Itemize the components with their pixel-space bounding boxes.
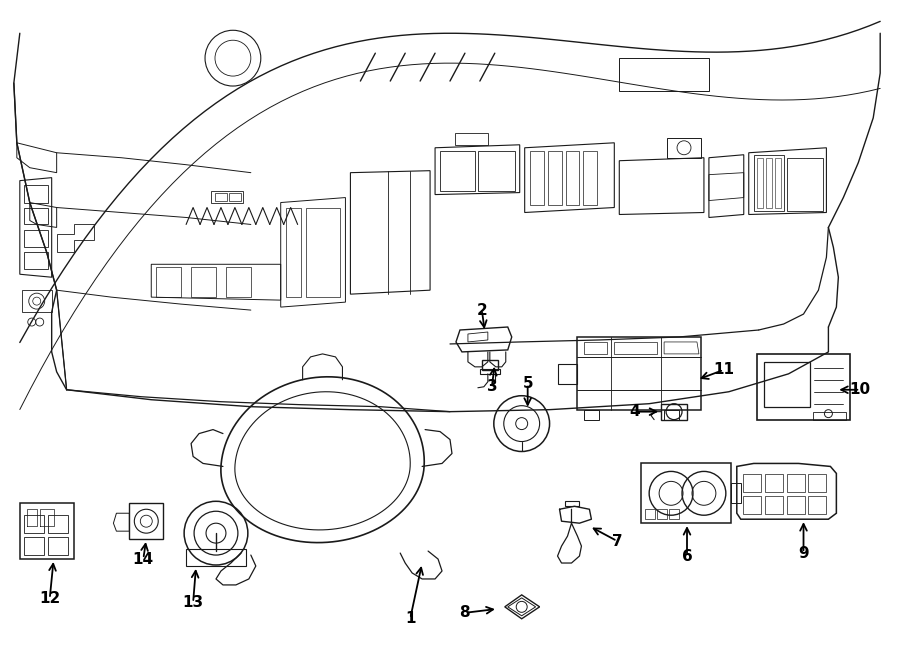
Text: 2: 2 — [476, 303, 487, 318]
Text: 8: 8 — [460, 605, 470, 620]
Text: 1: 1 — [405, 611, 416, 626]
Text: 12: 12 — [39, 591, 60, 606]
Text: 13: 13 — [183, 595, 203, 610]
Text: 7: 7 — [612, 534, 623, 549]
Text: 14: 14 — [132, 551, 154, 567]
Text: 4: 4 — [629, 404, 640, 419]
Text: 5: 5 — [522, 376, 533, 391]
Text: 11: 11 — [714, 362, 734, 377]
Text: 6: 6 — [681, 549, 692, 563]
Text: 3: 3 — [487, 379, 497, 395]
Text: 10: 10 — [850, 382, 871, 397]
Text: 9: 9 — [798, 545, 809, 561]
